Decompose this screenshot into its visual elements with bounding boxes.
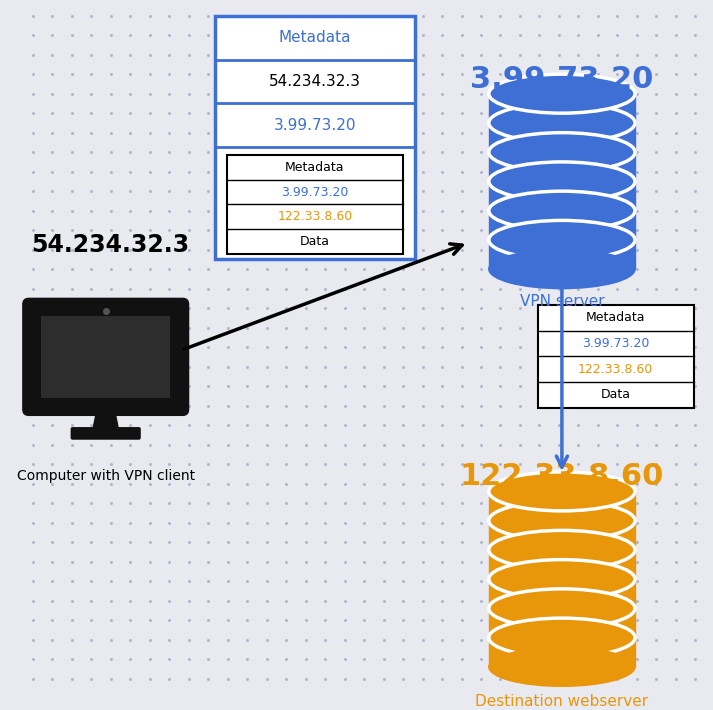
Ellipse shape xyxy=(489,648,635,687)
Ellipse shape xyxy=(489,559,635,599)
Ellipse shape xyxy=(489,472,635,511)
Text: Metadata: Metadata xyxy=(586,312,645,324)
Ellipse shape xyxy=(489,74,635,113)
Text: 54.234.32.3: 54.234.32.3 xyxy=(31,233,190,257)
FancyBboxPatch shape xyxy=(71,427,140,439)
Text: 122.33.8.60: 122.33.8.60 xyxy=(460,462,664,491)
Text: Metadata: Metadata xyxy=(279,30,351,45)
Ellipse shape xyxy=(489,501,635,540)
Ellipse shape xyxy=(489,250,635,289)
Ellipse shape xyxy=(489,589,635,628)
Ellipse shape xyxy=(489,220,635,259)
Text: 122.33.8.60: 122.33.8.60 xyxy=(277,210,352,223)
FancyBboxPatch shape xyxy=(538,305,694,408)
Text: 3.99.73.20: 3.99.73.20 xyxy=(281,185,349,199)
FancyBboxPatch shape xyxy=(227,155,403,253)
Polygon shape xyxy=(489,94,635,269)
Text: Destination webserver: Destination webserver xyxy=(476,694,648,709)
FancyBboxPatch shape xyxy=(23,298,188,415)
Text: Data: Data xyxy=(600,388,630,401)
Text: 3.99.73.20: 3.99.73.20 xyxy=(470,65,654,94)
Ellipse shape xyxy=(489,618,635,657)
Polygon shape xyxy=(489,491,635,667)
FancyBboxPatch shape xyxy=(215,16,415,259)
FancyBboxPatch shape xyxy=(41,316,170,398)
Text: 54.234.32.3: 54.234.32.3 xyxy=(269,74,361,89)
Ellipse shape xyxy=(489,162,635,201)
Text: Data: Data xyxy=(299,235,330,248)
Ellipse shape xyxy=(489,191,635,230)
Ellipse shape xyxy=(489,133,635,172)
Ellipse shape xyxy=(489,530,635,569)
Polygon shape xyxy=(93,410,118,429)
Text: Metadata: Metadata xyxy=(285,161,344,174)
Text: 122.33.8.60: 122.33.8.60 xyxy=(578,363,653,376)
Text: 3.99.73.20: 3.99.73.20 xyxy=(274,118,356,133)
Text: Computer with VPN client: Computer with VPN client xyxy=(16,469,195,483)
Text: 3.99.73.20: 3.99.73.20 xyxy=(582,337,650,350)
Text: VPN server: VPN server xyxy=(520,293,604,309)
Ellipse shape xyxy=(489,104,635,143)
